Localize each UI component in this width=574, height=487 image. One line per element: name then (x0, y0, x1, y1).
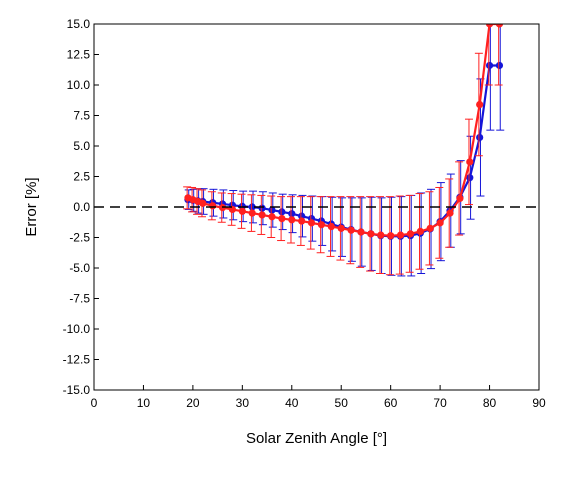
series-line (187, 64, 500, 238)
data-point (278, 214, 286, 223)
x-tick-label: 20 (186, 396, 200, 410)
y-tick-label: 5.0 (73, 139, 90, 153)
data-point (268, 206, 276, 214)
data-point (288, 216, 296, 224)
data-point (248, 203, 256, 211)
data-point (436, 219, 444, 227)
data-point (248, 209, 256, 217)
data-point (327, 222, 335, 231)
data-point (476, 100, 484, 109)
data-point (426, 224, 434, 232)
data-point (406, 230, 415, 238)
data-point (278, 208, 286, 216)
data-point (357, 228, 365, 236)
data-point (416, 227, 424, 235)
data-point (387, 232, 395, 240)
data-point (476, 133, 484, 142)
x-axis-title: Solar Zenith Angle [°] (246, 430, 387, 447)
data-point (288, 210, 296, 218)
y-tick-label: -5.0 (69, 261, 90, 275)
data-point (367, 230, 375, 238)
y-tick-label: -7.5 (69, 292, 90, 306)
series-2 (183, 24, 504, 276)
data-point (298, 217, 306, 225)
x-tick-label: 80 (483, 396, 497, 410)
y-tick-label: 10.0 (67, 78, 91, 92)
axis-ticks: 0 10 20 30 40 50 60 70 80 90 15.0 12.5 10.0 7.5 5.0 2.5… (63, 17, 546, 410)
y-tick-label: 2.5 (73, 170, 90, 184)
data-point (347, 226, 355, 234)
y-tick-label: 15.0 (67, 17, 91, 31)
x-tick-label: 40 (285, 396, 299, 410)
data-point (238, 207, 246, 215)
data-point (209, 202, 217, 210)
data-point (446, 209, 454, 217)
data-point (268, 213, 276, 221)
x-tick-label: 30 (236, 396, 250, 410)
x-tick-label: 60 (384, 396, 398, 410)
data-point (199, 199, 207, 207)
y-tick-label: -2.5 (69, 231, 90, 245)
data-point (466, 174, 474, 182)
data-point (258, 204, 266, 212)
x-tick-label: 10 (137, 396, 151, 410)
data-point (337, 224, 345, 232)
data-point (495, 61, 504, 70)
data-point (258, 211, 266, 219)
y-tick-label: -10.0 (63, 322, 91, 336)
y-tick-label: 0.0 (73, 200, 90, 214)
x-tick-label: 70 (433, 396, 447, 410)
x-tick-label: 90 (532, 396, 546, 410)
x-tick-label: 0 (91, 396, 98, 410)
x-tick-label: 50 (335, 396, 349, 410)
y-tick-label: -15.0 (63, 383, 91, 397)
data-point (485, 24, 494, 28)
series-line (187, 24, 500, 237)
data-point (307, 219, 316, 227)
data-point (396, 231, 405, 239)
data-point (466, 158, 474, 166)
y-tick-label: 12.5 (67, 48, 91, 62)
plot-marks (183, 24, 505, 277)
data-point (456, 194, 464, 203)
data-point (317, 221, 326, 229)
y-tick-label: 7.5 (73, 109, 90, 123)
y-axis-title: Error [%] (23, 177, 40, 236)
data-point (485, 61, 494, 70)
y-tick-label: -12.5 (63, 353, 91, 367)
series-1 (184, 24, 505, 277)
data-point (495, 24, 504, 28)
data-point (377, 231, 385, 239)
